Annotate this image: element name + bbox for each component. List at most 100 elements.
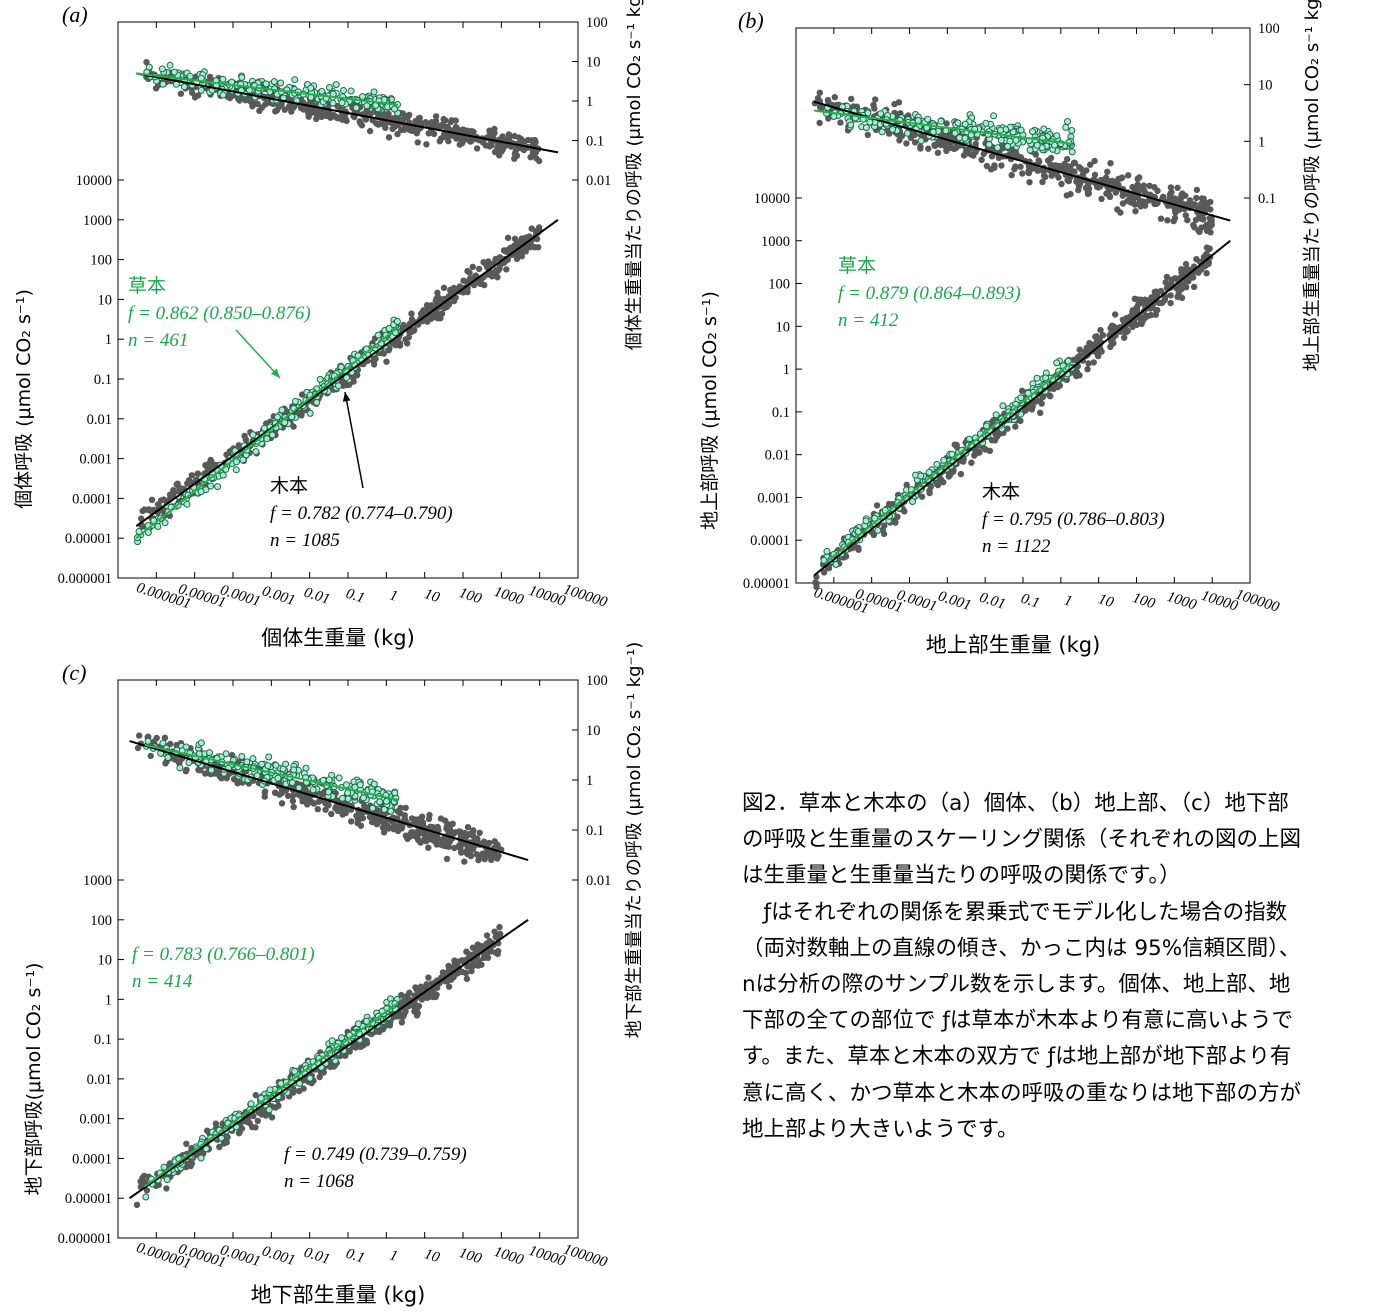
wood-point-top	[1132, 208, 1139, 215]
wood-point-top	[342, 115, 349, 122]
y-tick-label: 100	[90, 253, 112, 269]
wood-point-top	[1207, 206, 1214, 213]
wood-point-top	[487, 141, 494, 148]
wood-point-main	[1133, 304, 1140, 312]
herb-point-top	[370, 88, 378, 96]
herb-point-top	[238, 753, 246, 760]
wood-point-top	[1064, 177, 1071, 184]
wood-point-top	[402, 804, 409, 812]
x-tick-label: 10	[422, 586, 442, 606]
wood-point-main	[1109, 327, 1116, 334]
y-tick-label: 0.000001	[58, 571, 112, 587]
y-tick-label: 0.00001	[65, 1191, 112, 1207]
wood-point-top	[412, 118, 419, 125]
wood-point-main	[974, 449, 981, 456]
herb-point-top	[866, 118, 874, 126]
wood-point-top	[442, 117, 449, 124]
wood-point-main	[298, 412, 305, 419]
wood-point-main	[1142, 297, 1149, 304]
wood-point-top	[412, 128, 419, 135]
wood-point-top	[1091, 157, 1098, 165]
wood-point-main	[395, 1013, 402, 1020]
wood-point-top	[357, 120, 364, 127]
wood-point-main	[272, 1104, 279, 1111]
wood-point-main	[1167, 299, 1174, 307]
wood-point-main	[440, 284, 448, 291]
wood-point-top	[425, 844, 432, 851]
wood-point-main	[1167, 292, 1174, 299]
wood-point-main	[379, 1026, 387, 1033]
wood-point-main	[400, 321, 407, 329]
wood-point-top	[491, 148, 499, 156]
herb-point-main	[999, 402, 1007, 410]
wood-point-main	[1202, 253, 1209, 260]
herb-point-top	[206, 749, 213, 757]
y-tick-label: 10	[776, 319, 791, 335]
x-tick-label: 100000	[1233, 587, 1281, 616]
wood-point-main	[1121, 334, 1128, 341]
wood-point-main	[1112, 311, 1119, 318]
wood-point-top	[423, 141, 430, 148]
herb-point-main	[909, 498, 916, 505]
wood-point-main	[1122, 329, 1130, 336]
wood-point-top	[506, 137, 513, 144]
wood-point-top	[289, 792, 296, 800]
wood-point-top	[355, 810, 363, 817]
wood-point-main	[1147, 311, 1155, 319]
wood-sample-size: n = 1085	[270, 530, 340, 551]
herb-point-top	[391, 789, 399, 797]
wood-point-top	[980, 150, 987, 157]
herb-point-main	[252, 448, 260, 456]
wood-point-top	[434, 833, 441, 841]
wood-point-top	[524, 136, 532, 144]
wood-point-top	[1195, 227, 1202, 234]
y-tick-label: 10	[98, 953, 113, 969]
y-tick-label: 0.1	[772, 405, 790, 421]
wood-point-top	[1127, 198, 1135, 205]
wood-point-top	[417, 839, 424, 846]
wood-point-top	[848, 95, 855, 103]
wood-point-top	[1177, 195, 1184, 203]
wood-point-main	[873, 502, 881, 509]
wood-point-top	[1067, 163, 1074, 170]
herb-point-top	[1017, 126, 1025, 134]
y-right-tick-label: 1	[1258, 134, 1265, 150]
wood-point-top	[527, 154, 534, 161]
wood-point-top	[348, 818, 355, 825]
herb-point-top	[207, 766, 215, 774]
wood-point-main	[478, 961, 485, 968]
y-tick-label: 0.00001	[65, 531, 112, 547]
panel-label: (a)	[62, 2, 88, 27]
wood-point-top	[391, 825, 399, 833]
wood-point-top	[498, 148, 505, 155]
wood-point-main	[881, 522, 888, 529]
wood-point-main	[981, 445, 988, 452]
wood-point-top	[376, 121, 383, 128]
wood-point-top	[903, 140, 910, 147]
wood-point-main	[249, 1123, 256, 1131]
herb-exponent: f = 0.879 (0.864–0.893)	[838, 283, 1021, 304]
wood-point-main	[903, 481, 910, 488]
wood-point-main	[513, 255, 521, 262]
wood-point-top	[1019, 170, 1026, 177]
wood-point-main	[483, 259, 490, 267]
wood-point-main	[1151, 288, 1159, 296]
wood-point-main	[1182, 260, 1190, 268]
wood-point-top	[422, 838, 430, 845]
wood-point-top	[442, 123, 449, 131]
herb-point-top	[290, 766, 298, 774]
herb-exponent: f = 0.862 (0.850–0.876)	[128, 303, 311, 324]
wood-point-top	[189, 89, 196, 96]
wood-point-top	[177, 90, 185, 97]
wood-point-top	[315, 110, 322, 117]
x-tick-label: 0.01	[302, 1245, 332, 1268]
wood-point-top	[1191, 201, 1199, 208]
wood-point-top	[451, 844, 458, 852]
herb-point-main	[161, 519, 169, 527]
wood-point-top	[302, 786, 309, 794]
wood-point-main	[163, 1185, 170, 1192]
wood-point-top	[951, 145, 958, 152]
herb-point-top	[325, 776, 333, 784]
wood-point-top	[1202, 223, 1209, 230]
wood-point-main	[880, 530, 888, 538]
